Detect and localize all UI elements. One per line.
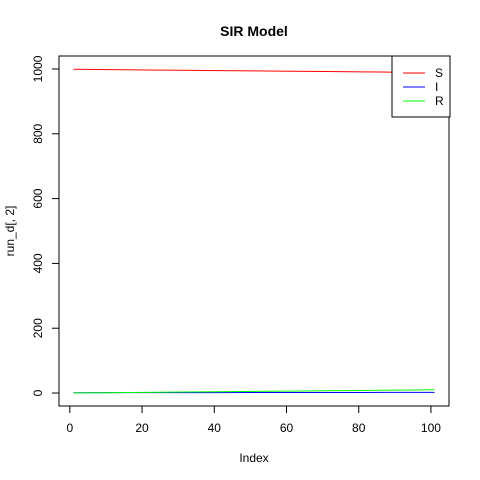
series-line-R [73, 389, 435, 394]
x-tick-label: 0 [66, 421, 73, 435]
y-tick-label: 1000 [31, 55, 45, 82]
y-axis-label: run_d[, 2] [3, 206, 17, 257]
x-tick-label: 40 [208, 421, 222, 435]
x-tick-label: 60 [280, 421, 294, 435]
x-tick-label: 100 [421, 421, 441, 435]
legend: SIR [391, 55, 451, 118]
y-tick-label: 200 [31, 318, 45, 338]
x-tick-label: 20 [135, 421, 149, 435]
y-tick-label: 600 [31, 188, 45, 208]
legend-label-I: I [435, 80, 438, 94]
legend-label-S: S [435, 66, 443, 80]
x-tick-label: 80 [352, 421, 366, 435]
series-layer [73, 68, 435, 394]
chart-title: SIR Model [220, 23, 288, 39]
plot-frame [58, 55, 450, 407]
series-line-S [73, 68, 435, 74]
x-axis-label: Index [239, 451, 268, 465]
y-tick-label: 0 [31, 389, 45, 396]
y-tick-label: 800 [31, 123, 45, 143]
legend-label-R: R [435, 94, 444, 108]
y-tick-label: 400 [31, 253, 45, 273]
